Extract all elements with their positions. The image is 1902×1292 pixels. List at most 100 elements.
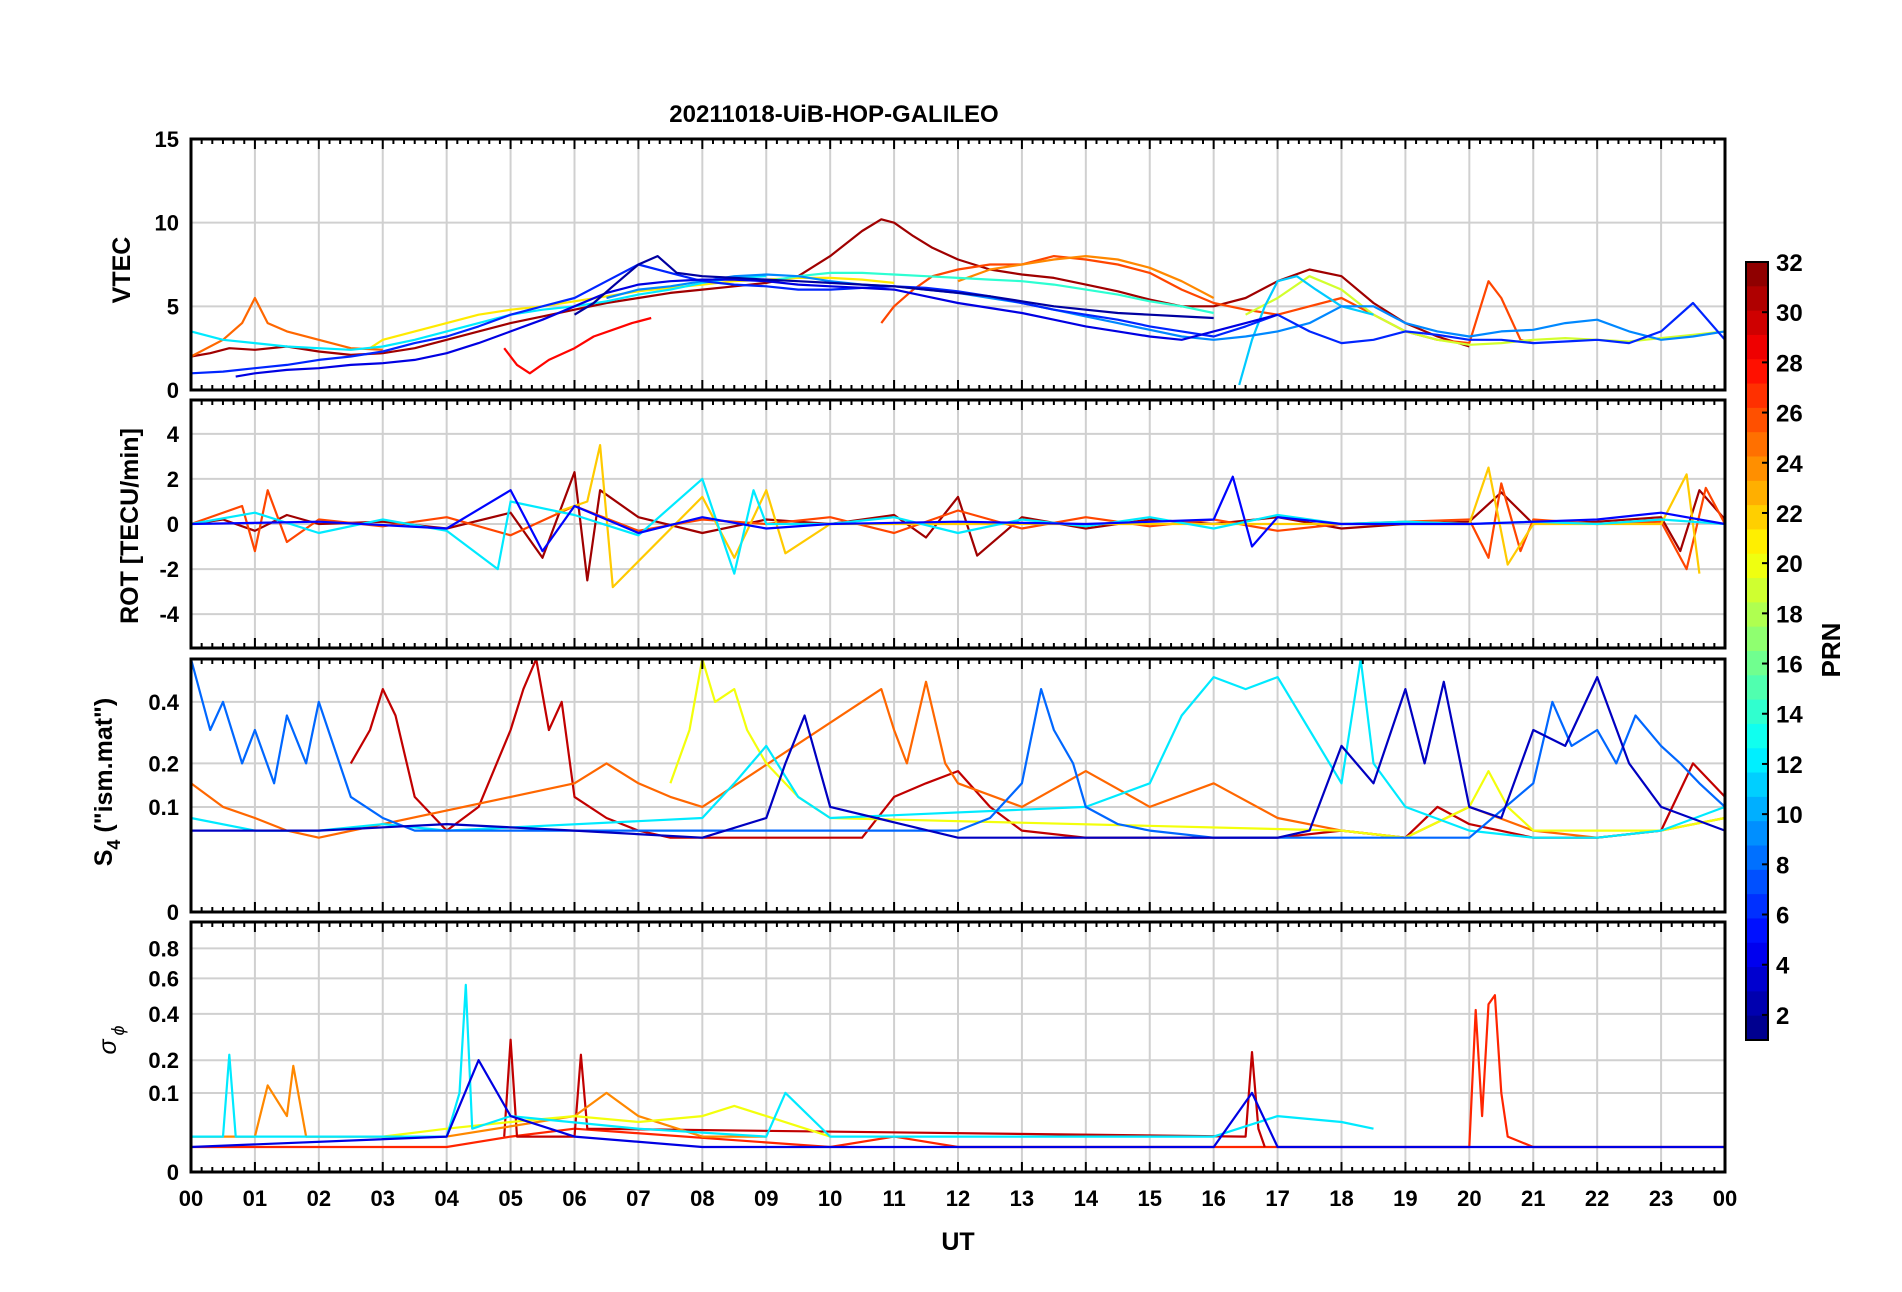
colorbar-band: [1746, 772, 1768, 798]
series-line-prn-30: [503, 1038, 1266, 1148]
colorbar-tick-label: 6: [1776, 903, 1789, 930]
ylabel-sigma-main: σ: [94, 1039, 122, 1055]
series-line-prn-12: [190, 275, 767, 351]
colorbar-band: [1746, 407, 1768, 433]
colorbar-band: [1746, 578, 1768, 603]
colorbar-tick-label: 12: [1776, 752, 1803, 779]
x-tick-label: 18: [1329, 1186, 1353, 1211]
colorbar-band: [1746, 967, 1768, 992]
x-tick-label: 00: [1713, 1186, 1737, 1211]
y-tick-label: -2: [159, 557, 179, 582]
panel-rot: 4 2 0 -2 -4: [159, 398, 1727, 650]
y-tick-label: 0.8: [148, 936, 179, 961]
colorbar-band: [1746, 821, 1768, 847]
colorbar-band: [1746, 748, 1768, 774]
y-tick-label: 0.2: [148, 1048, 179, 1073]
colorbar-band: [1746, 553, 1768, 579]
y-tick-label: 10: [155, 211, 179, 236]
colorbar-label: PRN: [1816, 623, 1846, 678]
series-line-prn-25: [190, 296, 383, 358]
y-tick-label: 0: [167, 900, 179, 925]
ylabel-sigma-phi: σϕ: [94, 1025, 128, 1054]
colorbar-tick-label: 2: [1776, 1003, 1789, 1030]
ylabel-sigma-sub: ϕ: [108, 1025, 128, 1035]
colorbar-tick-label: 16: [1776, 652, 1803, 679]
ylabel-s4-sub: 4: [104, 840, 124, 850]
colorbar-band: [1746, 262, 1768, 287]
series-line-prn-5: [190, 475, 1726, 553]
x-tick-label: 14: [1074, 1186, 1099, 1211]
figure-title: 20211018-UiB-HOP-GALILEO: [669, 101, 998, 128]
ylabel-s4-tail: ("ism.mat"): [90, 698, 118, 840]
series-line-prn-20: [669, 657, 1726, 839]
x-tick-label: 00: [179, 1186, 203, 1211]
series-line-prn-14: [766, 271, 1214, 315]
colorbar-band: [1746, 602, 1768, 628]
colorbar-band: [1746, 845, 1768, 871]
x-tick-label: 04: [434, 1186, 459, 1211]
ylabel-sigma-phi-text: σϕ: [94, 1025, 128, 1054]
x-tick-label: 23: [1649, 1186, 1673, 1211]
x-tick-label: 13: [1010, 1186, 1034, 1211]
colorbar-tick-label: 22: [1776, 501, 1803, 528]
y-tick-label: 0.6: [148, 966, 179, 991]
x-tick-label: 17: [1265, 1186, 1289, 1211]
colorbar-band: [1746, 894, 1768, 920]
panel-sigma-phi: 0.8 0.6 0.4 0.2 0.1 0: [148, 920, 1727, 1185]
series-line-prn-22: [554, 444, 1701, 589]
x-tick-label: 15: [1138, 1186, 1162, 1211]
colorbar-band: [1746, 869, 1768, 895]
series-line-prn-9: [606, 273, 1726, 341]
colorbar-band: [1746, 918, 1768, 944]
colorbar-band: [1746, 942, 1768, 968]
y-tick-label: 0.2: [148, 751, 179, 776]
x-tick-label: 06: [562, 1186, 586, 1211]
colorbar-tick-label: 24: [1776, 451, 1803, 478]
colorbar-band: [1746, 334, 1768, 360]
ylabel-vtec: VTEC: [108, 237, 136, 304]
ylabel-vtec-text: VTEC: [108, 237, 136, 304]
colorbar-tick-label: 20: [1776, 551, 1803, 578]
series-line-prn-20: [382, 1104, 831, 1138]
x-tick-label: 03: [371, 1186, 395, 1211]
series-line-prn-28: [503, 316, 652, 375]
series-line-prn-12: [190, 477, 1726, 575]
colorbar-tick-label: 28: [1776, 350, 1803, 377]
series-line-prn-30: [349, 657, 1726, 839]
y-tick-label: 15: [155, 127, 179, 152]
colorbar-tick-label: 8: [1776, 852, 1789, 879]
colorbar-band: [1746, 991, 1768, 1017]
x-tick-label: 08: [690, 1186, 714, 1211]
ylabel-rot-text: ROT [TECU/min]: [116, 428, 144, 624]
x-tick-label: 07: [626, 1186, 650, 1211]
colorbar-tick-label: 18: [1776, 601, 1803, 628]
series-line-prn-19: [1245, 275, 1726, 346]
x-tick-label: 11: [882, 1186, 905, 1211]
y-tick-label: 4: [167, 422, 180, 447]
colorbar-band: [1746, 796, 1768, 822]
series-line-prn-24: [957, 255, 1215, 299]
x-tick-label: 02: [307, 1186, 331, 1211]
y-tick-label: 0.4: [148, 690, 179, 715]
y-tick-label: 0: [167, 378, 179, 403]
colorbar-tick-label: 32: [1776, 250, 1803, 277]
series-line-prn-21: [369, 276, 895, 350]
x-axis-tick-labels: 00 01 02 03 04 05 06 07 08 09 10 11 12 13 14 15 16 17 18 19…: [179, 1186, 1737, 1211]
colorbar-band: [1746, 651, 1768, 676]
colorbar-band: [1746, 723, 1768, 749]
series-line-prn-26: [880, 255, 1534, 345]
x-tick-label: 22: [1585, 1186, 1609, 1211]
series-line-prn-6: [190, 263, 1726, 375]
colorbar-band: [1746, 480, 1768, 506]
colorbar-band: [1746, 505, 1768, 531]
series-line-prn-4: [190, 1059, 1725, 1149]
x-tick-label: 01: [243, 1186, 267, 1211]
x-tick-label: 20: [1457, 1186, 1481, 1211]
colorbar-band: [1746, 1015, 1768, 1041]
colorbar-tick-label: 4: [1776, 953, 1790, 980]
x-tick-label: 21: [1521, 1186, 1545, 1211]
y-tick-label: 0: [167, 1160, 179, 1185]
ylabel-s4-main: S: [90, 850, 118, 867]
panel-s4: 0.4 0.2 0.1 0: [148, 657, 1727, 925]
